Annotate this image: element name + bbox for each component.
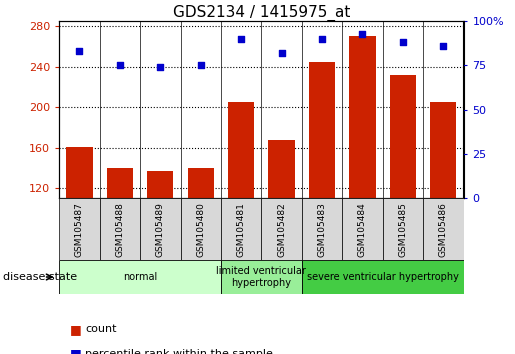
Bar (147, 171, 174, 198)
FancyBboxPatch shape (140, 198, 180, 260)
Text: count: count (85, 324, 116, 334)
Point (116, 63, 124, 68)
Text: ■: ■ (70, 323, 81, 336)
Point (156, 64, 164, 70)
Text: severe ventricular hypertrophy: severe ventricular hypertrophy (307, 272, 458, 282)
Text: GSM105489: GSM105489 (156, 202, 165, 257)
Text: GSM105485: GSM105485 (399, 202, 407, 257)
FancyBboxPatch shape (59, 198, 100, 260)
Text: GSM105480: GSM105480 (196, 202, 205, 257)
FancyBboxPatch shape (59, 260, 221, 294)
FancyBboxPatch shape (302, 198, 342, 260)
Text: GSM105482: GSM105482 (277, 202, 286, 257)
FancyBboxPatch shape (221, 260, 302, 294)
Bar (390, 75, 416, 198)
Text: GSM105486: GSM105486 (439, 202, 448, 257)
Text: ■: ■ (70, 348, 81, 354)
Text: GSM105484: GSM105484 (358, 202, 367, 257)
Bar (228, 102, 254, 198)
FancyBboxPatch shape (221, 198, 261, 260)
Point (237, 36, 245, 42)
Bar (349, 36, 375, 198)
FancyBboxPatch shape (261, 198, 302, 260)
Point (439, 43, 448, 49)
Bar (268, 139, 295, 198)
Bar (309, 62, 335, 198)
Text: GSM105488: GSM105488 (115, 202, 124, 257)
FancyBboxPatch shape (423, 198, 464, 260)
Text: disease state: disease state (3, 272, 77, 282)
Bar (107, 168, 133, 198)
Bar (187, 168, 214, 198)
FancyBboxPatch shape (180, 198, 221, 260)
Text: normal: normal (123, 272, 157, 282)
Point (197, 63, 205, 68)
Bar (66, 147, 93, 198)
Point (399, 40, 407, 45)
Point (75, 48, 83, 54)
Point (278, 50, 286, 56)
FancyBboxPatch shape (302, 260, 464, 294)
FancyBboxPatch shape (383, 198, 423, 260)
FancyBboxPatch shape (342, 198, 383, 260)
Text: limited ventricular
hypertrophy: limited ventricular hypertrophy (216, 266, 306, 288)
Point (358, 31, 367, 36)
Bar (430, 102, 456, 198)
FancyBboxPatch shape (100, 198, 140, 260)
Text: percentile rank within the sample: percentile rank within the sample (85, 349, 273, 354)
Title: GDS2134 / 1415975_at: GDS2134 / 1415975_at (173, 5, 350, 21)
Text: GSM105487: GSM105487 (75, 202, 84, 257)
Point (318, 36, 326, 42)
Text: GSM105481: GSM105481 (237, 202, 246, 257)
Text: GSM105483: GSM105483 (318, 202, 327, 257)
